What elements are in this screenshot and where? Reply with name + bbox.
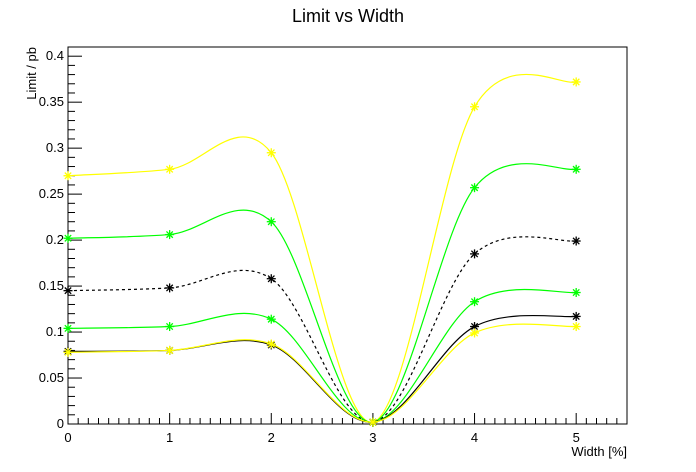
marker-stroke bbox=[267, 218, 275, 226]
marker-stroke bbox=[64, 287, 72, 295]
marker-stroke bbox=[572, 322, 580, 331]
marker-stroke bbox=[267, 340, 275, 348]
series-3-point-4 bbox=[470, 297, 480, 307]
series-2-point-0 bbox=[63, 286, 73, 296]
marker-stroke bbox=[165, 284, 174, 292]
marker-stroke bbox=[470, 250, 479, 258]
series-3-point-2 bbox=[266, 314, 276, 324]
x-tick-label: 0 bbox=[64, 430, 71, 445]
marker-stroke bbox=[369, 418, 377, 426]
marker-stroke bbox=[572, 237, 580, 245]
y-tick-label: 0.3 bbox=[46, 140, 64, 155]
series-0-point-2 bbox=[266, 148, 276, 158]
series-2-point-2 bbox=[266, 274, 276, 284]
y-axis-title: Limit / pb bbox=[24, 47, 39, 100]
marker-stroke bbox=[572, 78, 580, 86]
x-tick-label: 4 bbox=[471, 430, 478, 445]
marker-stroke bbox=[267, 149, 275, 157]
marker-stroke bbox=[165, 322, 174, 331]
series-2-point-4 bbox=[470, 249, 480, 259]
marker-stroke bbox=[64, 324, 72, 333]
series-2-point-1 bbox=[165, 283, 175, 293]
marker-stroke bbox=[572, 288, 580, 297]
series-3-point-5 bbox=[571, 288, 581, 298]
y-tick-label: 0.15 bbox=[39, 278, 64, 293]
series-5-point-0 bbox=[63, 347, 73, 357]
series-0-point-4 bbox=[470, 102, 480, 112]
series-line-2 bbox=[67, 236, 577, 423]
series-line-1 bbox=[67, 163, 577, 423]
series-line-0 bbox=[67, 73, 577, 423]
marker-stroke bbox=[470, 322, 479, 331]
series-1-point-1 bbox=[165, 230, 175, 240]
marker-stroke bbox=[572, 165, 580, 173]
series-3-point-1 bbox=[165, 322, 175, 332]
series-1-point-4 bbox=[470, 183, 480, 193]
marker-stroke bbox=[470, 298, 479, 306]
series-3-point-0 bbox=[63, 323, 73, 333]
y-tick-label: 0.4 bbox=[46, 48, 64, 63]
marker-stroke bbox=[572, 312, 580, 321]
series-1-point-0 bbox=[63, 233, 73, 243]
y-tick-label: 0.25 bbox=[39, 186, 64, 201]
x-axis-title: Width [%] bbox=[571, 444, 627, 459]
marker-stroke bbox=[165, 165, 174, 173]
series-2-point-5 bbox=[571, 236, 581, 246]
marker-stroke bbox=[267, 275, 275, 283]
series-0-point-1 bbox=[165, 164, 175, 174]
series-0-point-5 bbox=[571, 77, 581, 87]
chart-title: Limit vs Width bbox=[291, 6, 405, 26]
x-tick-label: 3 bbox=[369, 430, 376, 445]
marker-stroke bbox=[64, 348, 72, 356]
marker-stroke bbox=[165, 230, 174, 239]
series-line-4 bbox=[67, 314, 577, 423]
series-5-point-5 bbox=[571, 322, 581, 332]
x-tick-label: 1 bbox=[166, 430, 173, 445]
series-1-point-5 bbox=[571, 164, 581, 174]
series-1-point-2 bbox=[266, 217, 276, 227]
series-line-3 bbox=[67, 288, 577, 423]
y-tick-label: 0.1 bbox=[46, 324, 64, 339]
series-5-point-1 bbox=[165, 345, 175, 355]
series-4-point-5 bbox=[571, 311, 581, 321]
marker-stroke bbox=[470, 184, 479, 192]
marker-stroke bbox=[165, 346, 174, 355]
marker-stroke bbox=[64, 234, 72, 242]
marker-stroke bbox=[470, 329, 479, 337]
series-0-point-0 bbox=[63, 171, 73, 181]
series-5-point-2 bbox=[266, 339, 276, 349]
marker-stroke bbox=[470, 103, 479, 111]
series-5-point-4 bbox=[470, 328, 480, 338]
x-tick-label: 5 bbox=[573, 430, 580, 445]
marker-stroke bbox=[64, 172, 72, 180]
y-tick-label: 0.2 bbox=[46, 232, 64, 247]
y-tick-label: 0.35 bbox=[39, 94, 64, 109]
series-5-point-3 bbox=[368, 417, 378, 427]
y-tick-label: 0.05 bbox=[39, 370, 64, 385]
marker-stroke bbox=[267, 315, 275, 323]
x-tick-label: 2 bbox=[268, 430, 275, 445]
y-tick-label: 0 bbox=[57, 416, 64, 431]
series-line-5 bbox=[67, 323, 577, 423]
